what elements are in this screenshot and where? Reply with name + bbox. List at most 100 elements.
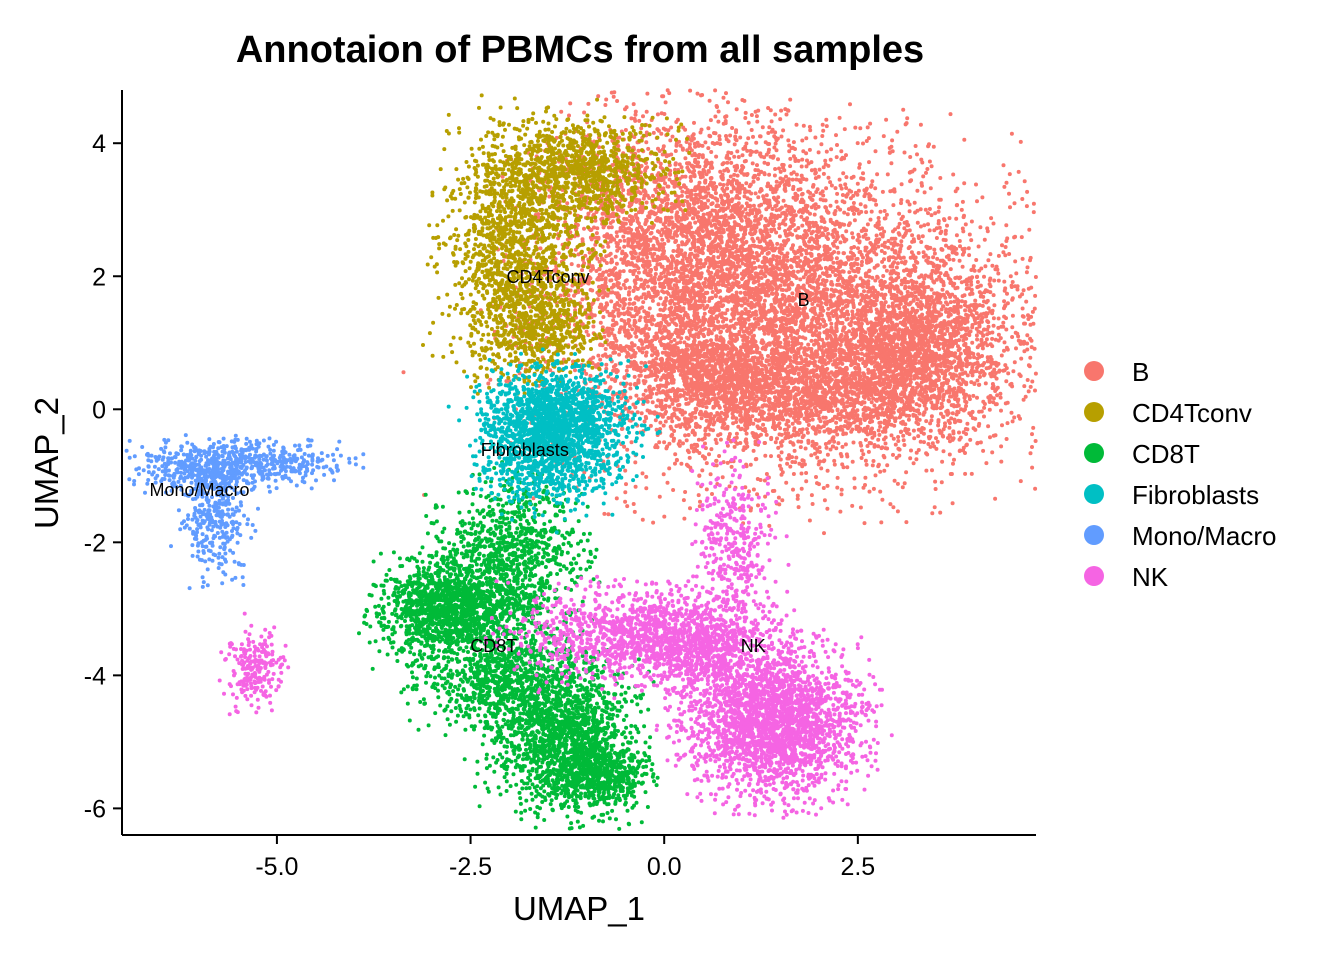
point — [617, 352, 622, 357]
point — [1009, 131, 1014, 136]
point — [488, 377, 493, 382]
point — [848, 102, 852, 107]
point — [768, 108, 773, 113]
point — [869, 209, 874, 214]
point — [698, 499, 702, 504]
point — [763, 327, 767, 332]
point — [601, 315, 606, 319]
point — [848, 250, 853, 255]
point — [794, 315, 799, 320]
point — [831, 260, 836, 265]
point — [810, 502, 815, 506]
point — [700, 229, 705, 234]
point — [967, 253, 972, 258]
point — [667, 441, 672, 446]
point — [838, 207, 843, 212]
point — [902, 150, 907, 155]
point — [1025, 265, 1030, 270]
point — [832, 458, 837, 463]
point — [943, 228, 948, 233]
point — [821, 171, 826, 176]
point — [669, 426, 674, 431]
point — [861, 485, 866, 490]
point — [809, 253, 814, 258]
point — [710, 492, 714, 496]
point — [804, 471, 809, 475]
point — [859, 176, 864, 181]
point — [885, 463, 890, 468]
point — [751, 487, 756, 492]
point — [933, 479, 938, 484]
point — [864, 236, 869, 241]
point — [926, 144, 931, 149]
point — [776, 267, 781, 271]
point — [781, 198, 786, 203]
point — [777, 222, 782, 227]
point — [855, 141, 860, 146]
point — [859, 448, 864, 453]
point — [849, 246, 854, 250]
point — [630, 327, 635, 332]
point — [868, 217, 873, 222]
point — [702, 456, 707, 461]
point — [704, 405, 709, 410]
point — [808, 128, 813, 133]
point — [710, 290, 715, 294]
point — [845, 212, 850, 217]
point — [702, 436, 707, 441]
point — [1027, 227, 1032, 232]
point — [884, 212, 889, 217]
point — [876, 219, 881, 224]
point — [835, 432, 840, 437]
point — [963, 222, 968, 227]
point — [819, 225, 824, 230]
point — [1029, 345, 1034, 350]
point — [573, 368, 577, 373]
point — [961, 215, 966, 220]
point — [909, 178, 914, 183]
point — [800, 458, 805, 463]
point — [882, 455, 887, 460]
point — [766, 354, 770, 358]
point — [1016, 169, 1021, 174]
point — [697, 180, 702, 185]
point — [845, 465, 850, 470]
point — [845, 298, 850, 303]
point — [771, 254, 776, 258]
point — [816, 462, 821, 467]
point — [983, 381, 988, 386]
point — [903, 122, 908, 127]
point — [915, 152, 919, 157]
point — [895, 509, 900, 514]
point — [912, 167, 917, 172]
point — [856, 269, 861, 274]
point — [1028, 451, 1033, 456]
point — [897, 221, 902, 226]
point — [835, 143, 839, 147]
point — [1000, 243, 1004, 248]
point — [704, 487, 709, 492]
point — [688, 506, 692, 511]
point — [864, 462, 869, 467]
point — [942, 217, 946, 222]
point — [697, 451, 702, 455]
point — [791, 472, 796, 476]
point — [816, 174, 821, 179]
point — [938, 510, 943, 515]
point — [938, 176, 943, 180]
point — [720, 475, 725, 480]
point — [940, 247, 945, 252]
point — [874, 252, 879, 257]
point — [840, 199, 845, 204]
point — [908, 155, 913, 159]
point — [824, 445, 829, 450]
point — [783, 222, 788, 227]
point — [401, 370, 406, 375]
point — [962, 181, 967, 186]
point — [904, 470, 909, 475]
point — [934, 226, 939, 231]
point — [852, 218, 857, 223]
point — [823, 198, 828, 203]
point — [822, 283, 827, 288]
point — [669, 415, 674, 420]
